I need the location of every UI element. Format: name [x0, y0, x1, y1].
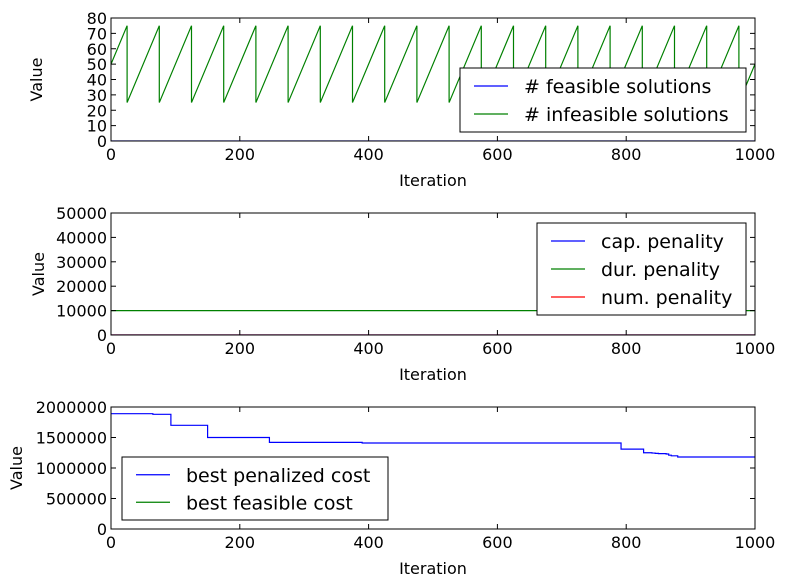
y-tick-label: 40	[87, 71, 107, 90]
chart-panel-2: 0 200 400 600 800 100001000020000300004000050…	[29, 204, 775, 384]
legend-box	[459, 67, 747, 133]
x-tick-label: 0	[106, 533, 116, 552]
y-tick-label: 30000	[56, 253, 107, 272]
x-tick-label: 0	[106, 339, 116, 358]
y-tick-label: 50	[87, 55, 107, 74]
axes-frame	[110, 212, 756, 336]
x-tick-label: 1000	[735, 339, 776, 358]
legend-label: dur. penality	[601, 259, 720, 281]
y-tick-label: 1000000	[36, 459, 107, 478]
x-tick-label: 1000	[735, 145, 776, 164]
y-tick-label: 50000	[56, 204, 107, 223]
legend: # feasible solutions # infeasible solutio…	[459, 67, 747, 133]
x-tick-label: 400	[353, 145, 384, 164]
x-tick-label: 800	[611, 145, 642, 164]
x-tick-label: 200	[225, 533, 256, 552]
chart-panel-1: 0 200 400 600 800 100001020304050607080Iterat…	[27, 9, 775, 190]
x-tick-label: 400	[353, 533, 384, 552]
y-tick-label: 20	[87, 101, 107, 120]
y-tick-label: 1500000	[36, 429, 107, 448]
y-axis-label: Value	[7, 446, 26, 490]
x-tick-label: 400	[353, 339, 384, 358]
x-tick-label: 600	[482, 533, 513, 552]
y-tick-label: 40000	[56, 228, 107, 247]
x-tick-label: 600	[482, 145, 513, 164]
y-tick-label: 2000000	[36, 398, 107, 417]
y-tick-label: 0	[97, 326, 107, 345]
y-tick-label: 10	[87, 117, 107, 136]
x-axis-label: Iteration	[399, 171, 467, 190]
y-tick-label: 60	[87, 40, 107, 59]
y-tick-label: 80	[87, 9, 107, 28]
legend-label: num. penality	[601, 287, 732, 309]
y-tick-label: 500000	[46, 490, 107, 509]
x-tick-label: 1000	[735, 533, 776, 552]
x-tick-label: 800	[611, 533, 642, 552]
series-line-1	[111, 413, 755, 458]
x-axis-label: Iteration	[399, 559, 467, 578]
chart-panel-3: 0 200 400 600 800 1000 0 500000 1000000 1500000 20…	[7, 398, 775, 578]
x-axis-label: Iteration	[399, 365, 467, 384]
x-tick-label: 200	[225, 339, 256, 358]
y-tick-label: 20000	[56, 277, 107, 296]
x-tick-label: 600	[482, 339, 513, 358]
series-group	[111, 413, 755, 458]
legend-label: cap. penality	[601, 231, 724, 253]
y-axis-label: Value	[27, 58, 46, 102]
x-tick-label: 200	[225, 145, 256, 164]
legend: cap. penality dur. penality num. penality	[536, 222, 747, 316]
x-tick-label: 0	[106, 145, 116, 164]
y-axis-label: Value	[29, 252, 48, 296]
legend-label: # infeasible solutions	[524, 104, 729, 126]
legend-box	[121, 456, 389, 521]
y-tick-label: 70	[87, 24, 107, 43]
legend-label: best penalized cost	[186, 465, 370, 487]
x-tick-label: 800	[611, 339, 642, 358]
legend-label: best feasible cost	[186, 492, 353, 514]
legend-label: # feasible solutions	[524, 76, 711, 98]
y-tick-label: 10000	[56, 302, 107, 321]
y-tick-label: 0	[97, 520, 107, 539]
y-tick-label: 0	[97, 132, 107, 151]
y-tick-label: 30	[87, 86, 107, 105]
legend: best penalized cost best feasible cost	[121, 456, 389, 521]
